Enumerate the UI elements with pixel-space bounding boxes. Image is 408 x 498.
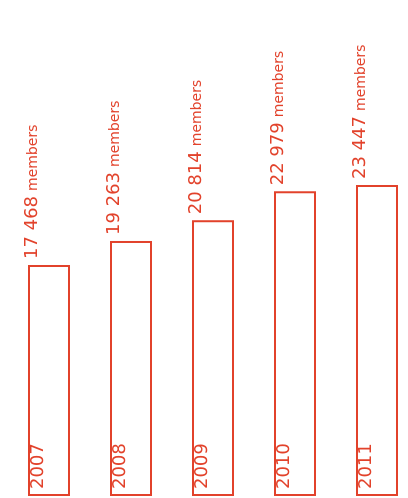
category-label-2009: 2009 bbox=[191, 443, 212, 489]
value-label-2010: 22 979 members bbox=[267, 51, 288, 185]
category-label-2007: 2007 bbox=[27, 443, 48, 489]
value-label-2009: 20 814 members bbox=[185, 80, 206, 214]
value-unit-2010: members bbox=[271, 51, 287, 117]
bars-group: 2007 17 468 members 2008 19 263 members 2009 20… bbox=[21, 45, 398, 497]
bar-2007 bbox=[28, 265, 70, 496]
value-number-2007: 17 468 bbox=[21, 196, 42, 259]
value-unit-2008: members bbox=[107, 101, 123, 167]
category-label-2010: 2010 bbox=[273, 443, 294, 489]
category-label-2008: 2008 bbox=[109, 443, 130, 489]
value-unit-2009: members bbox=[189, 80, 205, 146]
value-number-2009: 20 814 bbox=[185, 151, 206, 214]
bar-2010 bbox=[274, 191, 316, 497]
value-unit-2011: members bbox=[353, 45, 369, 111]
value-number-2008: 19 263 bbox=[103, 172, 124, 235]
bar-2008 bbox=[110, 240, 152, 496]
category-label-2011: 2011 bbox=[355, 443, 376, 489]
bar-2011 bbox=[356, 185, 398, 496]
value-unit-2007: members bbox=[25, 125, 41, 191]
value-number-2011: 23 447 bbox=[349, 116, 370, 179]
value-label-2011: 23 447 members bbox=[349, 45, 370, 179]
value-number-2010: 22 979 bbox=[267, 122, 288, 185]
value-label-2007: 17 468 members bbox=[21, 125, 42, 259]
value-label-2008: 19 263 members bbox=[103, 101, 124, 235]
bar-2009 bbox=[192, 220, 234, 496]
